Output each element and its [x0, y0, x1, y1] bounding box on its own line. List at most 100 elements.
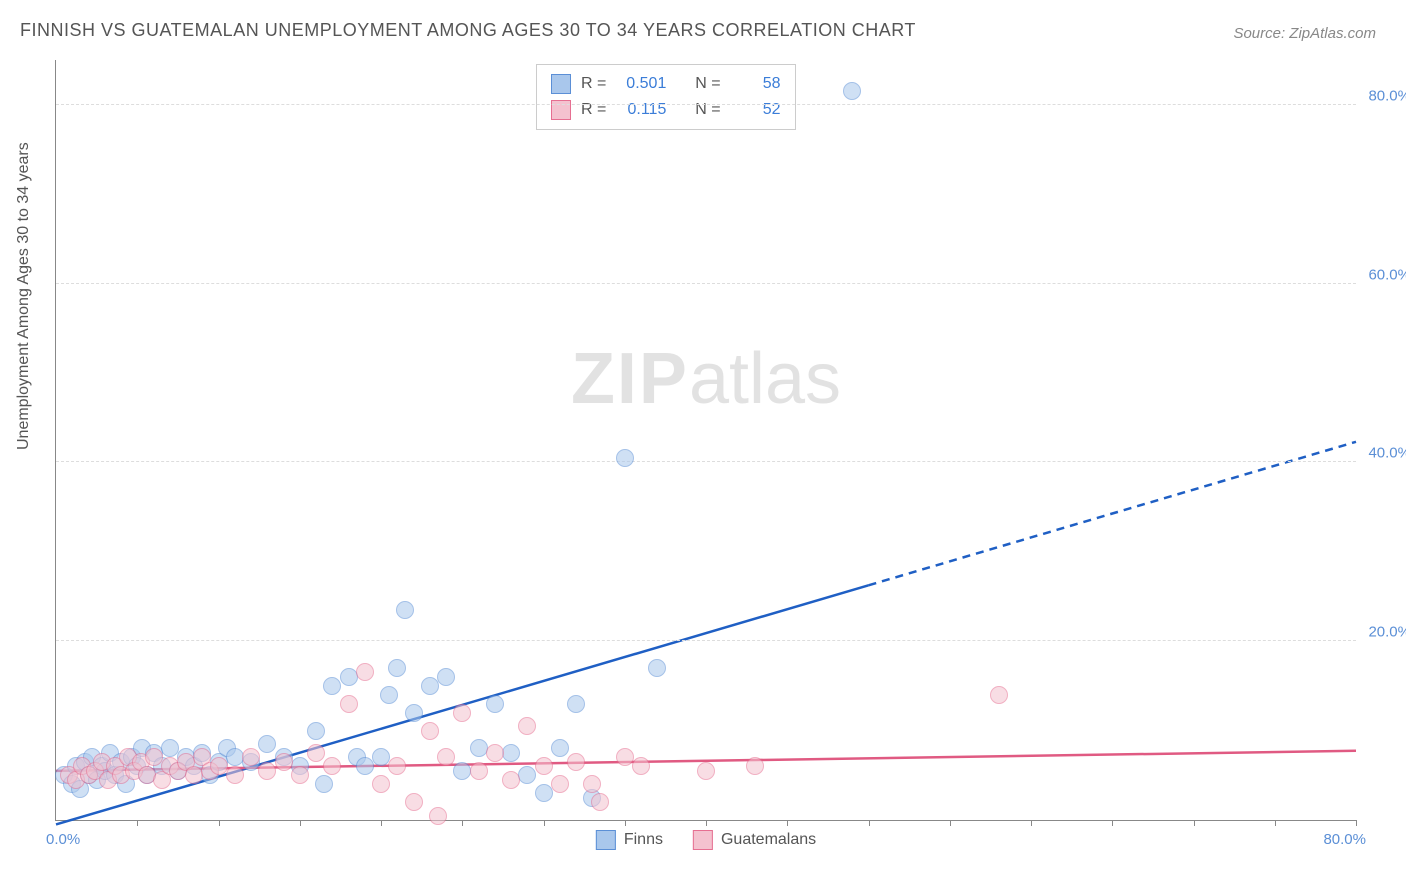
trendlines-layer: [56, 60, 1356, 820]
data-point-finns: [55, 766, 73, 784]
data-point-finns: [218, 739, 236, 757]
data-point-finns: [161, 739, 179, 757]
data-point-finns: [128, 757, 146, 775]
data-point-finns: [535, 784, 553, 802]
data-point-finns: [76, 753, 94, 771]
r-value-guatemalans: 0.115: [616, 97, 666, 123]
y-tick-label: 60.0%: [1368, 266, 1406, 283]
data-point-finns: [518, 766, 536, 784]
data-point-guatemalans: [405, 793, 423, 811]
data-point-finns: [648, 659, 666, 677]
data-point-finns: [567, 695, 585, 713]
legend-label-guatemalans: Guatemalans: [721, 831, 816, 849]
data-point-guatemalans: [632, 757, 650, 775]
data-point-finns: [502, 744, 520, 762]
data-point-finns: [96, 762, 114, 780]
data-point-guatemalans: [201, 762, 219, 780]
data-point-finns: [388, 659, 406, 677]
data-point-finns: [88, 771, 106, 789]
data-point-finns: [101, 744, 119, 762]
n-value-guatemalans: 52: [731, 97, 781, 123]
x-axis-origin-label: 0.0%: [46, 831, 80, 848]
data-point-guatemalans: [73, 757, 91, 775]
data-point-guatemalans: [470, 762, 488, 780]
x-tick: [950, 820, 951, 826]
watermark-bold: ZIP: [571, 339, 689, 419]
data-point-finns: [145, 744, 163, 762]
data-point-guatemalans: [242, 748, 260, 766]
data-point-finns: [112, 753, 130, 771]
data-point-finns: [93, 757, 111, 775]
data-point-finns: [153, 757, 171, 775]
n-value-finns: 58: [731, 71, 781, 97]
data-point-guatemalans: [106, 757, 124, 775]
legend-item-guatemalans: Guatemalans: [693, 830, 816, 850]
scatter-plot-area: ZIPatlas R = 0.501 N = 58 R = 0.115 N = …: [55, 60, 1356, 821]
data-point-guatemalans: [388, 757, 406, 775]
data-point-guatemalans: [518, 717, 536, 735]
r-label: R =: [581, 97, 606, 123]
data-point-guatemalans: [502, 771, 520, 789]
x-tick: [1031, 820, 1032, 826]
source-attribution: Source: ZipAtlas.com: [1233, 25, 1376, 42]
data-point-guatemalans: [356, 663, 374, 681]
data-point-guatemalans: [372, 775, 390, 793]
data-point-guatemalans: [421, 722, 439, 740]
trendline-finns: [56, 585, 869, 824]
x-tick: [300, 820, 301, 826]
data-point-guatemalans: [112, 766, 130, 784]
data-point-guatemalans: [161, 757, 179, 775]
data-point-guatemalans: [169, 762, 187, 780]
data-point-finns: [63, 775, 81, 793]
data-point-finns: [437, 668, 455, 686]
chart-title: FINNISH VS GUATEMALAN UNEMPLOYMENT AMONG…: [20, 20, 916, 41]
y-tick-label: 80.0%: [1368, 87, 1406, 104]
n-label: N =: [695, 71, 720, 97]
data-point-finns: [551, 739, 569, 757]
data-point-finns: [380, 686, 398, 704]
data-point-finns: [242, 753, 260, 771]
y-tick-label: 20.0%: [1368, 624, 1406, 641]
data-point-guatemalans: [990, 686, 1008, 704]
data-point-guatemalans: [93, 753, 111, 771]
data-point-guatemalans: [193, 748, 211, 766]
data-point-guatemalans: [583, 775, 601, 793]
data-point-finns: [226, 748, 244, 766]
data-point-finns: [210, 753, 228, 771]
data-point-guatemalans: [323, 757, 341, 775]
data-point-guatemalans: [258, 762, 276, 780]
data-point-finns: [193, 744, 211, 762]
data-point-guatemalans: [86, 762, 104, 780]
x-tick: [869, 820, 870, 826]
legend-label-finns: Finns: [624, 831, 663, 849]
gridline: [56, 283, 1356, 284]
data-point-guatemalans: [697, 762, 715, 780]
data-point-finns: [177, 748, 195, 766]
data-point-guatemalans: [125, 762, 143, 780]
swatch-guatemalans-icon: [693, 830, 713, 850]
swatch-finns-icon: [596, 830, 616, 850]
x-tick: [1112, 820, 1113, 826]
data-point-guatemalans: [145, 748, 163, 766]
data-point-guatemalans: [551, 775, 569, 793]
x-tick: [1194, 820, 1195, 826]
data-point-guatemalans: [177, 753, 195, 771]
x-tick: [625, 820, 626, 826]
data-point-finns: [372, 748, 390, 766]
data-point-finns: [80, 766, 98, 784]
data-point-guatemalans: [340, 695, 358, 713]
x-axis-max-label: 80.0%: [1323, 831, 1366, 848]
y-tick-label: 40.0%: [1368, 445, 1406, 462]
data-point-finns: [616, 449, 634, 467]
data-point-guatemalans: [226, 766, 244, 784]
x-tick: [1275, 820, 1276, 826]
data-point-guatemalans: [307, 744, 325, 762]
data-point-finns: [275, 748, 293, 766]
data-point-guatemalans: [153, 771, 171, 789]
data-point-guatemalans: [119, 748, 137, 766]
data-point-guatemalans: [535, 757, 553, 775]
swatch-finns-icon: [551, 74, 571, 94]
data-point-finns: [323, 677, 341, 695]
data-point-guatemalans: [67, 771, 85, 789]
data-point-finns: [453, 762, 471, 780]
